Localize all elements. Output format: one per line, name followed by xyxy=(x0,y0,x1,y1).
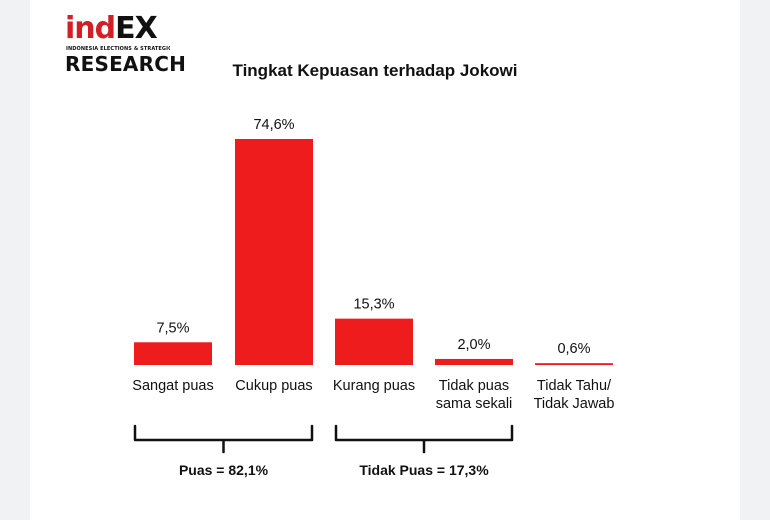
bar-3 xyxy=(435,358,513,365)
group-bracket-1 xyxy=(334,424,514,454)
category-label-0-0: Sangat puas xyxy=(132,378,213,394)
logo-wordmark-lower: ind xyxy=(65,11,116,46)
category-labels-group: Sangat puas Cukup puas Kurang puas Tidak pu… xyxy=(132,378,614,412)
index-research-logo: indEX INDONESIA ELECTIONS & STRATEGIC RE… xyxy=(65,11,186,76)
value-label-4: 0,6% xyxy=(557,341,590,357)
value-label-2: 15,3% xyxy=(353,297,394,313)
category-label-3-0: Tidak puas xyxy=(439,378,509,394)
group-bracket-0 xyxy=(133,424,314,454)
category-label-2-0: Kurang puas xyxy=(333,378,415,394)
bar-4 xyxy=(535,363,613,365)
bars-group xyxy=(134,139,613,365)
group-label-1: Tidak Puas = 17,3% xyxy=(359,462,489,478)
logo-research-text: RESEARCH xyxy=(65,52,187,76)
logo-wordmark-upper: EX xyxy=(115,11,158,46)
value-label-3: 2,0% xyxy=(457,337,490,353)
group-label-0: Puas = 82,1% xyxy=(179,462,269,478)
bar-0 xyxy=(134,342,212,365)
category-label-4-0: Tidak Tahu/ xyxy=(537,378,612,394)
bar-2 xyxy=(335,318,413,365)
value-labels-group: 7,5% 74,6% 15,3% 2,0% 0,6% xyxy=(156,117,590,357)
content-card xyxy=(30,0,740,520)
logo-wordmark: indEX xyxy=(65,11,158,46)
value-label-0: 7,5% xyxy=(156,320,189,336)
logo-tagline: INDONESIA ELECTIONS & STRATEGIC xyxy=(66,46,170,52)
bar-1 xyxy=(235,139,313,365)
group-brackets-group: Puas = 82,1% Tidak Puas = 17,3% xyxy=(133,424,514,478)
value-label-1: 74,6% xyxy=(253,117,294,133)
category-label-4-1: Tidak Jawab xyxy=(534,396,615,412)
category-label-3-1: sama sekali xyxy=(436,396,513,412)
category-label-1-0: Cukup puas xyxy=(235,378,312,394)
chart-title: Tingkat Kepuasan terhadap Jokowi xyxy=(233,61,518,80)
